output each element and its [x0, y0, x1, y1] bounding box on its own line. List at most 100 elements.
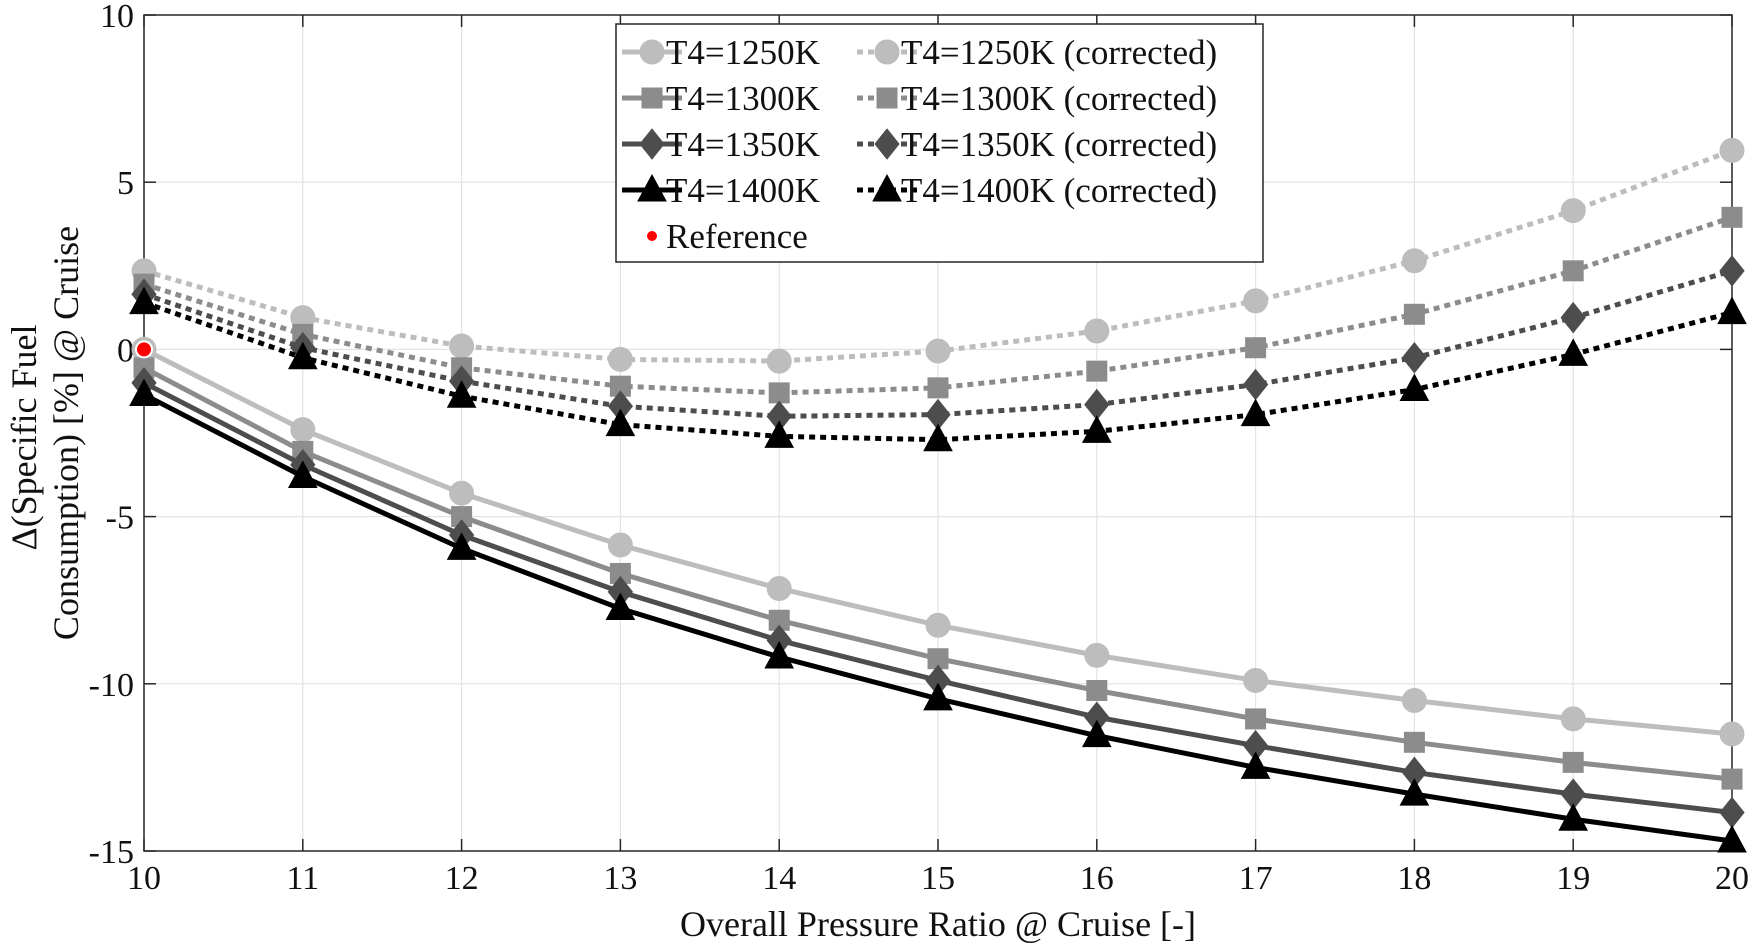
data-point [1081, 415, 1112, 443]
legend-box [615, 23, 1264, 263]
data-point [1403, 731, 1425, 753]
data-point [1562, 751, 1584, 773]
data-point [1719, 796, 1745, 829]
data-point [1560, 198, 1586, 224]
x-tick-label: 10 [127, 860, 161, 897]
data-point [923, 423, 953, 452]
y-axis-label-line-2: Consumption) [%] @ Cruise [46, 226, 86, 640]
series-3 [129, 378, 1747, 853]
data-point [446, 532, 477, 560]
data-point [1560, 301, 1586, 334]
x-tick-label: 14 [762, 860, 796, 897]
data-point [1084, 318, 1110, 344]
data-point [1562, 260, 1584, 282]
data-point [1721, 768, 1743, 790]
data-point [287, 341, 318, 370]
data-point [1719, 255, 1745, 287]
data-point [1399, 778, 1430, 806]
legend-marker [639, 39, 665, 65]
x-tick-label: 12 [445, 860, 479, 897]
reference-point [135, 340, 153, 359]
series-0 [131, 336, 1745, 747]
y-tick-label: 0 [117, 332, 134, 369]
legend-marker [641, 87, 663, 109]
data-point [1719, 721, 1745, 747]
data-point [1240, 398, 1271, 427]
data-point [605, 592, 636, 621]
data-point [1240, 751, 1271, 779]
legend-reference-marker [647, 231, 657, 241]
legend-label: T4=1250K [666, 33, 820, 72]
data-point [1086, 360, 1108, 382]
data-point [129, 378, 159, 407]
data-point [290, 417, 316, 443]
y-tick-label: -5 [106, 500, 134, 537]
x-axis-label: Overall Pressure Ratio @ Cruise [-] [680, 904, 1196, 944]
data-point [1084, 388, 1110, 421]
data-point [1560, 706, 1586, 732]
data-point [1243, 288, 1269, 314]
data-point [768, 382, 790, 404]
data-point [1242, 368, 1269, 401]
data-point [766, 348, 792, 374]
series-7 [129, 286, 1747, 452]
data-point [607, 346, 633, 372]
legend-label: T4=1350K [666, 125, 820, 164]
y-axis-label: Δ(Specific Fuel Consumption) [%] @ Cruis… [4, 226, 86, 640]
data-point [1245, 708, 1267, 730]
x-tick-label: 15 [921, 860, 955, 897]
legend-label: T4=1350K (corrected) [901, 125, 1217, 164]
y-axis-ticks: -15 -10 -5 0 5 10 [89, 0, 1732, 871]
data-point [925, 338, 951, 364]
series-layer [129, 137, 1747, 853]
legend-label: T4=1400K (corrected) [901, 171, 1217, 210]
data-point [1084, 642, 1110, 668]
data-point [1558, 803, 1589, 831]
data-point [923, 682, 953, 711]
legend-marker [639, 128, 665, 160]
series-line [143, 300, 1733, 443]
data-point [1086, 679, 1108, 701]
x-tick-label: 19 [1556, 860, 1590, 897]
data-point [1403, 303, 1425, 325]
legend-label: T4=1250K (corrected) [901, 33, 1217, 72]
x-tick-label: 20 [1715, 860, 1749, 897]
data-point [449, 480, 475, 506]
data-point [446, 380, 477, 408]
x-tick-label: 13 [603, 860, 637, 897]
data-point [1721, 206, 1743, 228]
data-point [129, 286, 159, 315]
data-point [1245, 337, 1267, 359]
data-point [1401, 688, 1427, 714]
x-tick-label: 18 [1397, 860, 1431, 897]
data-point [1399, 373, 1430, 402]
y-axis-label-line-1: Δ(Specific Fuel [4, 324, 44, 550]
x-tick-label: 17 [1239, 860, 1273, 897]
data-point [449, 333, 475, 359]
y-tick-label: -10 [89, 667, 134, 704]
x-tick-label: 16 [1080, 860, 1114, 897]
data-point [287, 460, 318, 488]
data-point [1717, 296, 1747, 325]
y-tick-label: 5 [117, 165, 134, 202]
legend: T4=1250K T4=1250K (corrected) T4=1300K T4=1… [615, 23, 1264, 263]
legend-reference-label: Reference [666, 217, 808, 256]
x-tick-label: 11 [286, 860, 319, 897]
legend-marker [874, 128, 900, 160]
legend-label: T4=1300K (corrected) [901, 79, 1217, 118]
data-point [1243, 667, 1269, 693]
data-point [764, 640, 795, 669]
y-tick-label: -15 [89, 834, 134, 871]
data-point [1719, 137, 1745, 163]
data-point [607, 532, 633, 558]
data-point [1717, 824, 1747, 853]
legend-label: T4=1400K [666, 171, 820, 210]
data-point [1081, 719, 1112, 748]
data-point [1401, 248, 1427, 274]
y-tick-label: 10 [100, 0, 134, 35]
data-point [925, 612, 951, 638]
legend-marker [872, 173, 902, 202]
legend-marker [637, 173, 667, 202]
data-point [605, 408, 636, 437]
